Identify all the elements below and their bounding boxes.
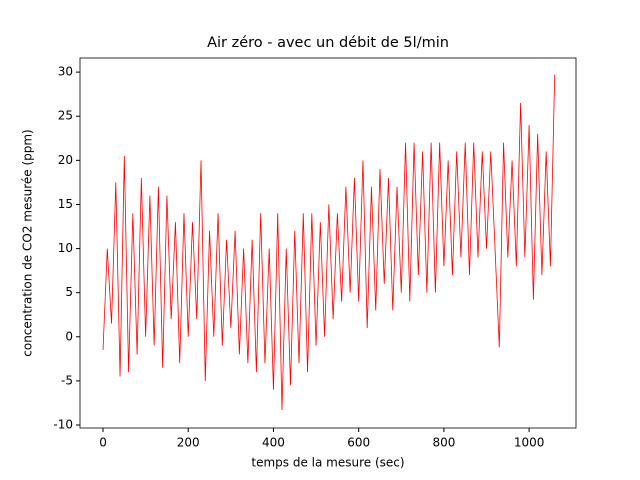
y-tick-label: 10	[58, 241, 73, 255]
x-tick-label: 400	[262, 436, 285, 450]
x-tick-label: 200	[177, 436, 200, 450]
data-line	[102, 74, 556, 411]
x-tick-label: 0	[99, 436, 107, 450]
y-tick-label: -10	[53, 418, 73, 432]
y-tick-label: -5	[61, 373, 73, 387]
x-tick-label: 600	[347, 436, 370, 450]
x-tick-label: 800	[432, 436, 455, 450]
y-tick-label: 20	[58, 153, 73, 167]
plot-frame	[79, 57, 577, 429]
y-tick-label: 25	[58, 109, 73, 123]
x-tick-label: 1000	[514, 436, 545, 450]
y-tick-label: 15	[58, 197, 73, 211]
y-tick-label: 30	[58, 65, 73, 79]
x-axis-label: temps de la mesure (sec)	[251, 456, 404, 470]
y-axis-label: concentration de CO2 mesurée (ppm)	[21, 129, 35, 356]
y-tick-label: 0	[65, 329, 73, 343]
y-tick-label: 5	[65, 285, 73, 299]
chart-title: Air zéro - avec un débit de 5l/min	[207, 35, 449, 51]
